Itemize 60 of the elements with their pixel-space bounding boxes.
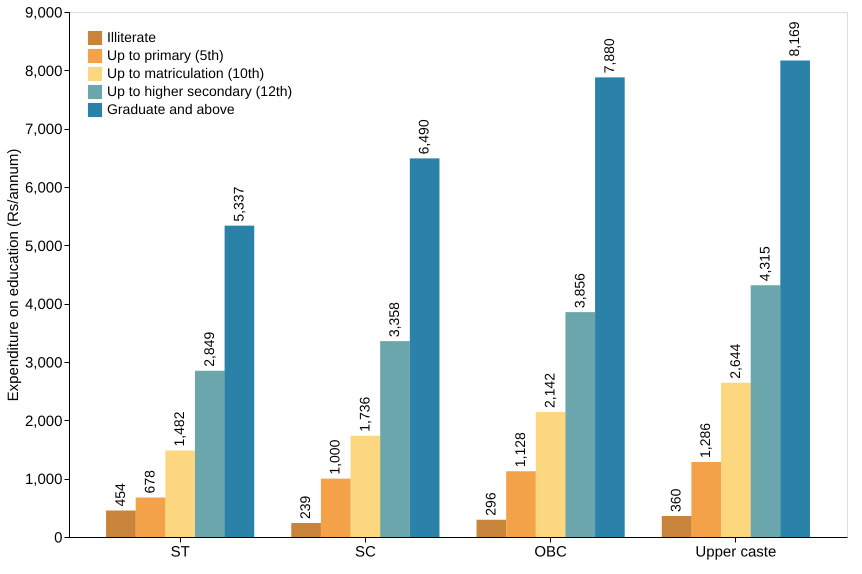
y-tick-label: 8,000 [24,62,62,80]
data-label: 2,849 [200,332,217,367]
y-axis-title: Expenditure on education (Rs/annum) [4,148,22,402]
x-tick-label: OBC [534,544,568,560]
data-label: 2,644 [726,344,743,379]
bar [721,382,751,537]
data-label: 2,142 [542,372,558,408]
bar [662,516,692,537]
data-label: 360 [668,488,684,512]
bar [224,226,254,537]
data-label: 454 [112,482,128,507]
x-tick-label: Upper caste [695,544,776,560]
data-label: 7,880 [600,38,617,74]
x-tick-label: SC [354,544,376,560]
bar [595,77,625,537]
y-tick-label: 3,000 [24,354,62,372]
bar [291,523,321,537]
y-tick-label: 2,000 [24,412,62,430]
bar [691,462,722,537]
bar [136,497,166,537]
bar [165,450,195,537]
data-label: 1,128 [512,432,528,468]
data-label: 6,490 [416,119,432,154]
bar [565,312,596,537]
data-label: 296 [482,492,498,516]
data-label: 1,286 [697,422,714,458]
bar [780,60,810,537]
bar [476,520,506,537]
y-tick-label: 6,000 [24,180,62,196]
y-tick-label: 9,000 [24,4,62,22]
bar [350,436,380,537]
legend-label: Up to primary (5th) [107,47,224,63]
y-tick-label: 4,000 [24,296,62,314]
bar [506,471,536,537]
data-label: 1,736 [356,396,372,432]
legend-label: Illiterate [107,29,156,45]
data-label: 239 [297,495,314,520]
bar [536,412,566,537]
data-label: 1,482 [171,411,188,447]
data-label: 4,315 [756,246,772,282]
legend-label: Up to matriculation (10th) [107,65,264,81]
data-label: 5,337 [230,186,246,222]
bar [750,285,780,537]
legend-label: Graduate and above [107,101,235,117]
y-tick-label: 1,000 [24,471,62,488]
bar [410,158,440,537]
bar [380,341,410,537]
y-tick-label: 5,000 [24,238,62,255]
bar [320,478,351,537]
data-label: 1,000 [326,439,343,475]
x-tick-label: ST [170,544,190,560]
y-tick-label: 0 [54,530,62,546]
data-label: 678 [142,470,158,494]
y-tick-label: 7,000 [24,121,62,138]
legend-label: Up to higher secondary (12th) [107,83,292,99]
data-label: 8,169 [786,21,802,56]
bar [106,510,136,537]
data-label: 3,358 [386,302,402,338]
data-label: 3,856 [571,272,588,308]
bar [194,370,225,537]
